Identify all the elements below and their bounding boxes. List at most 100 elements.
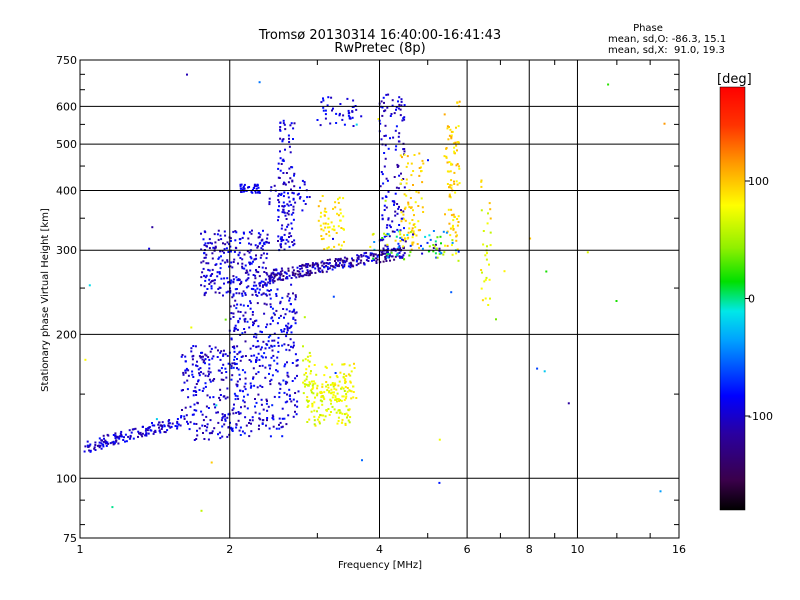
data-point (282, 379, 285, 382)
data-point (344, 378, 347, 381)
data-point (372, 255, 375, 257)
data-point (279, 387, 282, 390)
data-point (296, 364, 299, 367)
data-point (255, 346, 258, 349)
data-point (206, 426, 209, 429)
data-point (305, 399, 308, 402)
data-point (347, 114, 350, 117)
data-point (245, 286, 248, 289)
data-point (283, 417, 286, 420)
data-point (449, 234, 452, 237)
data-point (485, 276, 488, 279)
data-point (399, 233, 402, 236)
data-point (148, 426, 151, 429)
data-point (265, 294, 268, 297)
data-point (396, 212, 399, 215)
data-point (268, 197, 271, 200)
data-point (201, 424, 204, 427)
data-point (291, 362, 294, 364)
data-point (244, 388, 247, 391)
data-point (319, 215, 322, 218)
data-point (239, 412, 242, 415)
data-point (313, 423, 316, 426)
data-point (452, 142, 455, 145)
data-point (116, 435, 119, 438)
data-point (203, 274, 206, 277)
data-point (376, 258, 379, 261)
data-point (84, 358, 87, 361)
data-point (221, 425, 224, 428)
data-point (311, 387, 314, 390)
data-point (246, 407, 249, 410)
data-point (233, 345, 236, 348)
data-point (190, 350, 193, 353)
data-point (339, 259, 342, 262)
data-point (264, 282, 267, 285)
data-point (211, 252, 214, 255)
data-point (247, 237, 250, 240)
data-point (282, 239, 285, 242)
data-point (223, 349, 225, 352)
data-point (287, 181, 290, 184)
data-point (326, 262, 329, 265)
data-point (337, 416, 340, 419)
data-point (305, 274, 308, 277)
data-point (457, 221, 460, 223)
data-point (292, 127, 295, 130)
data-point (184, 371, 187, 374)
data-point (258, 365, 261, 367)
data-point (168, 419, 171, 421)
data-point (234, 246, 237, 249)
data-point (197, 368, 200, 371)
data-point (265, 257, 268, 260)
data-point (265, 398, 268, 401)
data-point (335, 411, 338, 414)
data-point (249, 386, 252, 389)
data-point (272, 415, 275, 418)
data-point (293, 274, 296, 277)
data-point (208, 247, 211, 250)
data-point (328, 413, 331, 416)
data-point (198, 427, 201, 430)
data-point (449, 170, 452, 173)
data-point (349, 380, 352, 383)
data-point (349, 117, 352, 120)
data-point (115, 439, 118, 442)
data-point (287, 240, 290, 243)
data-point (495, 318, 497, 321)
data-point (287, 269, 290, 272)
data-point (306, 375, 309, 378)
data-point (220, 238, 223, 241)
data-point (288, 349, 291, 352)
data-point (458, 182, 461, 185)
data-point (391, 104, 394, 107)
data-point (334, 266, 337, 269)
data-point (229, 237, 232, 240)
data-point (454, 152, 456, 155)
data-point (212, 355, 215, 358)
data-point (251, 419, 254, 422)
data-point (117, 436, 120, 439)
data-point (332, 393, 335, 396)
data-point (229, 363, 232, 366)
data-point (302, 345, 304, 348)
data-point (265, 284, 268, 287)
data-point (403, 258, 405, 261)
data-point (385, 177, 388, 180)
data-point (480, 185, 483, 188)
data-point (184, 406, 187, 409)
data-point (545, 270, 548, 273)
data-point (232, 412, 235, 415)
data-point (244, 382, 247, 385)
data-point (332, 207, 334, 210)
data-point (275, 293, 278, 295)
data-point (207, 375, 210, 378)
data-point (252, 260, 254, 263)
data-point (338, 262, 341, 265)
data-point (311, 405, 314, 408)
data-point (400, 236, 403, 239)
data-point (221, 259, 224, 262)
data-point (140, 433, 143, 436)
data-point (403, 252, 406, 255)
